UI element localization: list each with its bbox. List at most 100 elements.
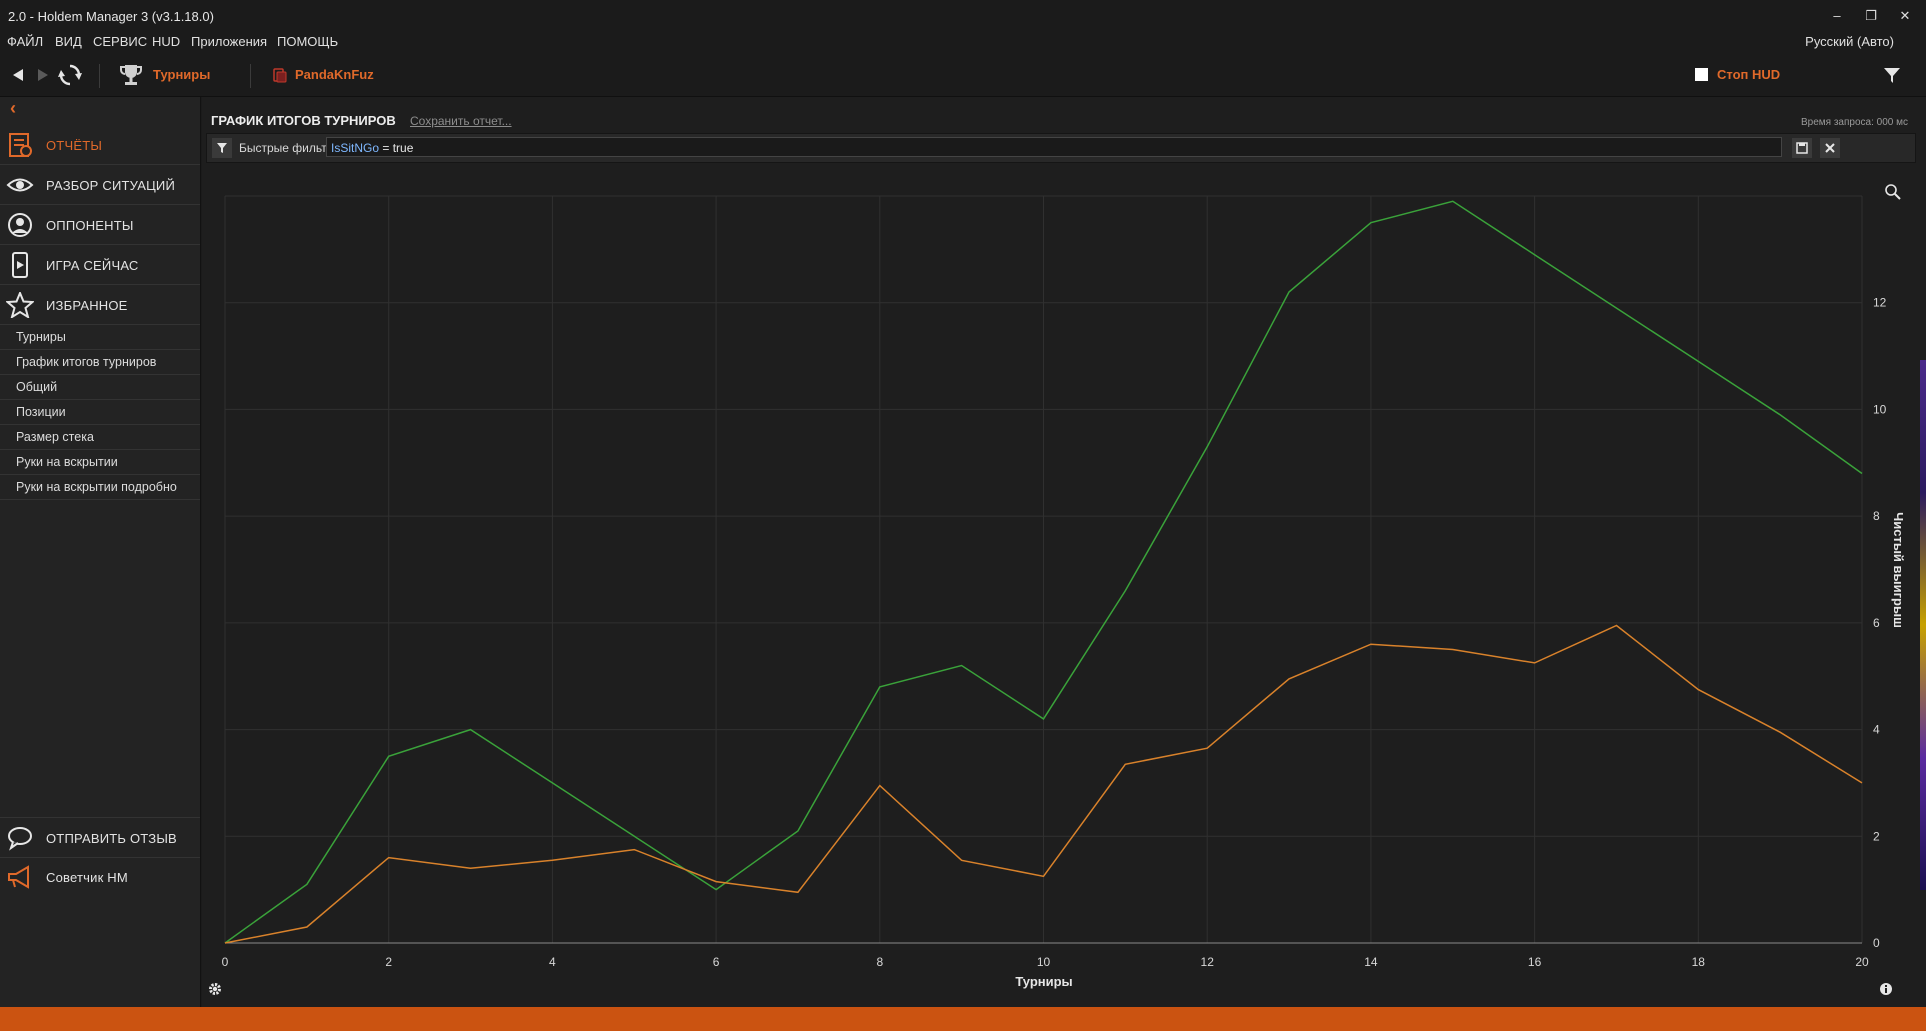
save-report-link[interactable]: Сохранить отчет... xyxy=(410,114,512,128)
trophy-icon[interactable] xyxy=(118,63,144,87)
x-tick-label: 10 xyxy=(1037,955,1051,969)
y-tick-label: 12 xyxy=(1873,296,1887,310)
nav-favorites[interactable]: ИЗБРАННОЕ xyxy=(0,285,200,325)
restore-button[interactable]: ❐ xyxy=(1865,8,1877,23)
clear-filter-button[interactable] xyxy=(1820,138,1840,158)
sidebar xyxy=(0,97,201,1007)
nav-opponents[interactable]: ОППОНЕНТЫ xyxy=(0,205,200,245)
menu-file[interactable]: ФАЙЛ xyxy=(7,34,44,49)
title-bar xyxy=(0,0,1926,32)
sidebar-item-label: Позиции xyxy=(16,405,66,419)
y-tick-label: 2 xyxy=(1873,829,1880,843)
menu-view[interactable]: ВИД xyxy=(55,34,82,49)
sidebar-item-label: Размер стека xyxy=(16,430,94,444)
stop-hud-checkbox[interactable] xyxy=(1695,68,1708,81)
language-selector[interactable]: Русский (Авто) xyxy=(1805,34,1894,49)
sidebar-item-general[interactable]: Общий xyxy=(0,375,200,400)
x-axis-label: Турниры xyxy=(1015,974,1072,989)
eye-icon xyxy=(6,178,34,192)
menu-hud[interactable]: HUD xyxy=(152,34,181,49)
player-name[interactable]: PandaKnFuz xyxy=(295,67,374,82)
toolbar-separator xyxy=(250,64,251,88)
tournaments-button[interactable]: Турниры xyxy=(153,67,211,82)
sidebar-item-positions[interactable]: Позиции xyxy=(0,400,200,425)
nav-reports[interactable]: ОТЧЁТЫ xyxy=(0,125,200,165)
chart-grid xyxy=(224,195,1863,944)
minimize-button[interactable]: – xyxy=(1833,8,1841,23)
refresh-icon[interactable] xyxy=(57,62,83,88)
nav-situations-label: РАЗБОР СИТУАЦИЙ xyxy=(46,178,175,193)
megaphone-icon xyxy=(8,865,29,889)
sidebar-item-label: График итогов турниров xyxy=(16,355,157,369)
y-tick-label: 6 xyxy=(1873,616,1880,630)
nav-playing-now[interactable]: ИГРА СЕЙЧАС xyxy=(0,245,200,285)
x-tick-label: 4 xyxy=(549,955,556,969)
funnel-icon[interactable] xyxy=(1882,65,1902,85)
sidebar-item-label: Руки на вскрытии xyxy=(16,455,118,469)
close-button[interactable]: ✕ xyxy=(1899,8,1911,23)
x-tick-label: 12 xyxy=(1201,955,1215,969)
report-icon xyxy=(9,133,32,157)
speech-bubble-icon xyxy=(8,827,32,851)
menu-help[interactable]: ПОМОЩЬ xyxy=(277,34,339,49)
zoom-icon[interactable] xyxy=(1884,183,1902,201)
window-title: 2.0 - Holdem Manager 3 (v3.1.18.0) xyxy=(8,9,214,24)
page-title: ГРАФИК ИТОГОВ ТУРНИРОВ xyxy=(211,113,396,128)
sidebar-item-results-graph[interactable]: График итогов турниров xyxy=(0,350,200,375)
x-tick-label: 8 xyxy=(876,955,883,969)
forward-arrow-icon[interactable] xyxy=(35,67,51,83)
gear-icon[interactable] xyxy=(207,981,223,997)
sidebar-item-label: Руки на вскрытии подробно xyxy=(16,480,177,494)
info-icon[interactable] xyxy=(1879,982,1893,996)
menu-apps[interactable]: Приложения xyxy=(191,34,268,49)
toolbar-separator xyxy=(99,64,100,88)
sidebar-item-showdown-hands[interactable]: Руки на вскрытии xyxy=(0,450,200,475)
toolbar xyxy=(0,56,1926,97)
x-tick-label: 20 xyxy=(1855,955,1869,969)
x-tick-label: 18 xyxy=(1692,955,1706,969)
star-icon xyxy=(6,292,34,318)
chart-axes: 0 2 4 6 8 10 12 14 16 18 20 0 2 4 6 8 10 12 xyxy=(222,296,1887,969)
x-tick-label: 16 xyxy=(1528,955,1542,969)
report-panel xyxy=(202,97,1926,1007)
phone-play-icon xyxy=(12,252,28,278)
sidebar-item-showdown-hands-detailed[interactable]: Руки на вскрытии подробно xyxy=(0,475,200,500)
nav-favorites-label: ИЗБРАННОЕ xyxy=(46,298,128,313)
save-filter-button[interactable] xyxy=(1792,138,1812,158)
filter-icon[interactable] xyxy=(212,138,232,158)
y-tick-label: 0 xyxy=(1873,936,1880,950)
sidebar-item-label: Общий xyxy=(16,380,58,394)
chart-series xyxy=(224,200,1863,944)
y-tick-label: 8 xyxy=(1873,509,1880,523)
person-icon xyxy=(8,213,32,237)
player-icon xyxy=(273,68,287,83)
stop-hud-label[interactable]: Стоп HUD xyxy=(1717,67,1781,82)
nav-send-feedback[interactable]: ОТПРАВИТЬ ОТЗЫВ xyxy=(0,817,200,858)
nav-situations[interactable]: РАЗБОР СИТУАЦИЙ xyxy=(0,165,200,205)
nav-send-feedback-label: ОТПРАВИТЬ ОТЗЫВ xyxy=(46,831,177,846)
filter-expression-input[interactable]: IsSitNGo = true xyxy=(326,137,1782,157)
series-line-1 xyxy=(224,200,1863,944)
x-tick-label: 14 xyxy=(1364,955,1378,969)
filter-expression: = true xyxy=(379,141,414,155)
y-tick-label: 10 xyxy=(1873,402,1887,416)
filter-key: IsSitNGo xyxy=(331,141,380,155)
nav-opponents-label: ОППОНЕНТЫ xyxy=(46,218,134,233)
y-tick-label: 4 xyxy=(1873,723,1880,737)
sidebar-item-label: Турниры xyxy=(16,330,66,344)
collapse-sidebar-button[interactable]: ‹ xyxy=(10,98,16,118)
quick-filter-label: Быстрые фильт xyxy=(239,141,327,155)
background-window-edge xyxy=(1920,360,1926,890)
x-tick-label: 0 xyxy=(222,955,229,969)
nav-playing-now-label: ИГРА СЕЙЧАС xyxy=(46,258,139,273)
menu-service[interactable]: СЕРВИС xyxy=(93,34,148,49)
nav-hm-advisor-label: Советчик HM xyxy=(46,870,128,885)
sidebar-item-tournaments[interactable]: Турниры xyxy=(0,325,200,350)
x-tick-label: 6 xyxy=(713,955,720,969)
results-chart: 0 2 4 6 8 10 12 14 16 18 20 0 2 4 6 8 10 12 Турниры Чисты… xyxy=(222,195,1906,989)
back-arrow-icon[interactable] xyxy=(10,67,26,83)
sidebar-item-stack-size[interactable]: Размер стека xyxy=(0,425,200,450)
nav-hm-advisor[interactable]: Советчик HM xyxy=(0,857,200,896)
x-tick-label: 2 xyxy=(385,955,392,969)
y-axis-label: Чистый выигрыш xyxy=(1891,512,1906,628)
